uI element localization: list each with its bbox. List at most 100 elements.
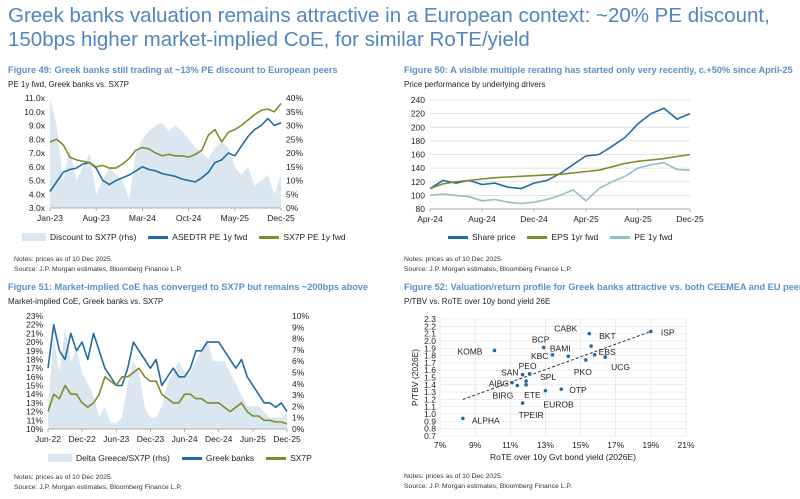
x-tick-label: Jun-24 bbox=[172, 434, 198, 444]
legend-swatch-line bbox=[266, 456, 287, 460]
x-tick-label: 13% bbox=[537, 440, 554, 450]
figure-51-legend: Delta Greece/SX7P (rhs) Greek banks SX7P bbox=[48, 453, 312, 463]
scatter-point bbox=[527, 372, 532, 376]
legend-swatch-line bbox=[181, 456, 202, 460]
x-tick-label: 21% bbox=[677, 440, 694, 450]
y-tick-label: 5.0x bbox=[29, 176, 46, 186]
y-tick-label: 19% bbox=[26, 346, 43, 356]
point-label: PEO bbox=[519, 361, 537, 371]
y-tick-label: 16% bbox=[26, 372, 43, 382]
x-tick-label: 7% bbox=[434, 440, 447, 450]
point-label: PKO bbox=[574, 367, 592, 377]
point-label: SAN bbox=[501, 368, 518, 378]
y-rhs-tick-label: 25% bbox=[286, 134, 303, 144]
point-label: KOMB bbox=[457, 346, 482, 356]
y-rhs-tick-label: 3% bbox=[292, 390, 305, 400]
notes: Notes: prices as of 10 Dec 2025. bbox=[404, 256, 503, 263]
y-tick-label: 1.1 bbox=[424, 402, 436, 412]
x-tick-label: 9% bbox=[469, 440, 482, 450]
scatter-point bbox=[566, 354, 571, 359]
legend-swatch-line bbox=[148, 235, 169, 239]
series-area-0 bbox=[48, 327, 287, 429]
scatter-point bbox=[603, 355, 607, 359]
point-label: KBC bbox=[531, 351, 548, 361]
y-rhs-tick-label: 35% bbox=[286, 107, 303, 117]
scatter-point bbox=[492, 348, 497, 353]
y-tick-label: 180 bbox=[411, 136, 425, 146]
y-tick-label: 1.7 bbox=[424, 358, 436, 368]
y-tick-label: 1.9 bbox=[424, 343, 436, 353]
figure-52-subtitle: P/TBV vs. RoTE over 10y bond yield 26E bbox=[404, 297, 551, 306]
scatter-point bbox=[589, 344, 593, 348]
x-tick-label: Apr-25 bbox=[573, 214, 599, 224]
figure-49-title: Figure 49: Greek banks still trading at … bbox=[8, 65, 338, 75]
point-label: CABK bbox=[554, 324, 577, 334]
legend-swatch-area bbox=[48, 454, 72, 462]
figure-51-chart: 10%11%12%13%14%15%16%17%18%19%20%21%22%2… bbox=[26, 311, 309, 444]
x-tick-label: Dec-24 bbox=[205, 434, 233, 444]
y-tick-label: 0.7 bbox=[424, 431, 436, 441]
y-tick-label: 1.3 bbox=[424, 387, 436, 397]
legend-swatch-line bbox=[527, 235, 548, 239]
y-tick-label: 21% bbox=[26, 328, 43, 338]
y-tick-label: 100 bbox=[411, 190, 425, 200]
y-tick-label: 10.0x bbox=[24, 107, 46, 117]
point-label: UCG bbox=[611, 362, 630, 372]
x-tick-label: 19% bbox=[642, 440, 659, 450]
y-tick-label: 8.0x bbox=[29, 134, 46, 144]
y-tick-label: 11.0x bbox=[25, 93, 46, 103]
figure-50-subtitle: Price performance by underlying drivers bbox=[404, 80, 546, 89]
figure-49-legend: Discount to SX7P (rhs) ASEDTR PE 1y fwd … bbox=[22, 232, 346, 242]
figure-50-legend: Share price EPS 1yr fwd PE 1y fwd bbox=[448, 232, 673, 242]
y-rhs-tick-label: 8% bbox=[292, 334, 305, 344]
y-tick-label: 12% bbox=[26, 407, 43, 417]
x-tick-label: Aug-23 bbox=[82, 213, 110, 223]
x-tick-label: Dec-23 bbox=[137, 434, 165, 444]
y-tick-label: 2.3 bbox=[424, 314, 436, 324]
series-line-2 bbox=[47, 367, 288, 425]
y-tick-label: 2.2 bbox=[424, 321, 436, 331]
y-rhs-tick-label: 40% bbox=[286, 93, 303, 103]
notes: Notes: prices as of 10 Dec 2025. bbox=[404, 473, 503, 480]
y-rhs-tick-label: 9% bbox=[292, 322, 305, 332]
y-tick-label: 7.0x bbox=[29, 148, 46, 158]
series-line-0 bbox=[429, 107, 691, 190]
y-tick-label: 120 bbox=[411, 177, 425, 187]
y-rhs-tick-label: 15% bbox=[286, 162, 303, 172]
point-label: BAMI bbox=[550, 343, 571, 353]
y-tick-label: 4.0x bbox=[29, 189, 46, 199]
y-tick-label: 160 bbox=[411, 150, 425, 160]
figure-50-notes: Notes: prices as of 10 Dec 2025. Source: … bbox=[404, 255, 572, 275]
scatter-point bbox=[550, 353, 555, 357]
y-tick-label: 10% bbox=[26, 424, 43, 434]
y-rhs-tick-label: 10% bbox=[292, 311, 309, 321]
scatter-point bbox=[592, 353, 597, 357]
trendline bbox=[462, 330, 652, 400]
y-rhs-tick-label: 5% bbox=[292, 368, 305, 378]
y-tick-label: 11% bbox=[27, 415, 44, 425]
y-tick-label: 0.8 bbox=[424, 424, 436, 434]
scatter-point bbox=[587, 331, 592, 336]
figure-51-notes: Notes: prices as of 10 Dec 2025. Source: … bbox=[14, 473, 182, 493]
y-tick-label: 1.4 bbox=[424, 380, 436, 390]
legend-label: PE 1y fwd bbox=[634, 232, 673, 242]
point-label: SPL bbox=[540, 372, 556, 382]
x-tick-label: Jun-23 bbox=[103, 434, 129, 444]
x-tick-label: Dec-22 bbox=[68, 434, 96, 444]
legend-label: ASEDTR PE 1y fwd bbox=[172, 232, 248, 242]
figure-49-notes: Notes: prices as of 10 Dec 2025. Source: … bbox=[14, 255, 182, 275]
scatter-point bbox=[524, 383, 528, 387]
y-tick-label: 1.8 bbox=[424, 351, 436, 361]
notes: Notes: prices as of 10 Dec 2025. bbox=[14, 474, 113, 481]
legend-label: Delta Greece/SX7P (rhs) bbox=[76, 453, 170, 463]
point-label: BKT bbox=[599, 331, 616, 341]
point-label: OTP bbox=[569, 385, 587, 395]
source: Source: J.P. Morgan estimates, Bloomberg… bbox=[404, 266, 572, 273]
x-tick-label: Jun-22 bbox=[35, 434, 61, 444]
scatter-point bbox=[524, 379, 528, 383]
x-tick-label: Dec-25 bbox=[267, 213, 295, 223]
y-tick-label: 2.0 bbox=[424, 336, 436, 346]
y-tick-label: 20% bbox=[26, 337, 43, 347]
source: Source: J.P. Morgan estimates, Bloomberg… bbox=[14, 484, 182, 491]
scatter-point bbox=[461, 416, 465, 421]
